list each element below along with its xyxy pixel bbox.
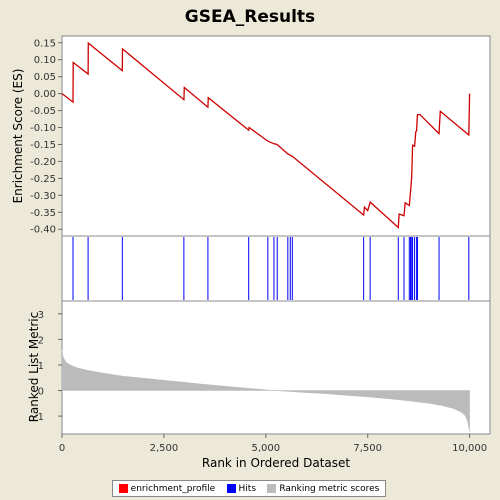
xtick-label: 10,000 <box>452 443 487 454</box>
es-ytick-label: 0.05 <box>34 72 56 83</box>
es-ytick-label: -0.40 <box>30 225 56 236</box>
hits-panel <box>61 235 491 302</box>
legend-swatch-blue <box>226 484 236 493</box>
legend-item-ranking: Ranking metric scores <box>267 484 379 494</box>
xtick-label: 7,500 <box>353 443 382 454</box>
es-ytick-label: -0.30 <box>30 191 56 202</box>
es-ytick-label: -0.05 <box>30 106 56 117</box>
metric-ytick-label: 1 <box>38 361 44 372</box>
metric-ytick-label: 2 <box>38 335 44 346</box>
metric-panel <box>61 300 491 435</box>
ranking-metric-area <box>61 349 470 432</box>
es-ytick-label: 0.00 <box>34 89 56 100</box>
xtick-label: 2,500 <box>150 443 179 454</box>
metric-ytick-label: 0 <box>38 387 44 398</box>
x-axis-label: Rank in Ordered Dataset <box>202 456 350 470</box>
xtick-label: 5,000 <box>251 443 280 454</box>
legend-label-hits: Hits <box>238 483 257 494</box>
legend-swatch-gray <box>267 484 277 493</box>
es-ytick-label: -0.35 <box>30 208 56 219</box>
metric-ylabel: Ranked List Metric <box>27 312 41 422</box>
es-ytick-label: -0.25 <box>30 174 56 185</box>
enrichment-profile-line <box>61 41 471 229</box>
metric-ytick-label: 3 <box>38 310 44 321</box>
legend: enrichment_profile Hits Ranking metric s… <box>112 480 386 497</box>
legend-swatch-red <box>118 484 128 493</box>
es-ytick-label: 0.15 <box>34 38 56 49</box>
legend-item-hits: Hits <box>226 483 257 494</box>
es-ytick-label: -0.20 <box>30 157 56 168</box>
es-ytick-label: -0.10 <box>30 123 56 134</box>
legend-item-enrichment: enrichment_profile <box>118 483 216 494</box>
xtick-label: 0 <box>59 443 65 454</box>
es-ylabel: Enrichment Score (ES) <box>11 69 25 204</box>
legend-label-ranking: Ranking metric scores <box>279 483 380 494</box>
chart-title: GSEA_Results <box>185 7 315 27</box>
metric-ytick-label: -1 <box>34 412 44 423</box>
es-ytick-label: -0.15 <box>30 140 56 151</box>
es-ytick-label: 0.10 <box>34 55 56 66</box>
es-panel <box>61 35 491 237</box>
legend-label-enrichment: enrichment_profile <box>130 483 216 494</box>
